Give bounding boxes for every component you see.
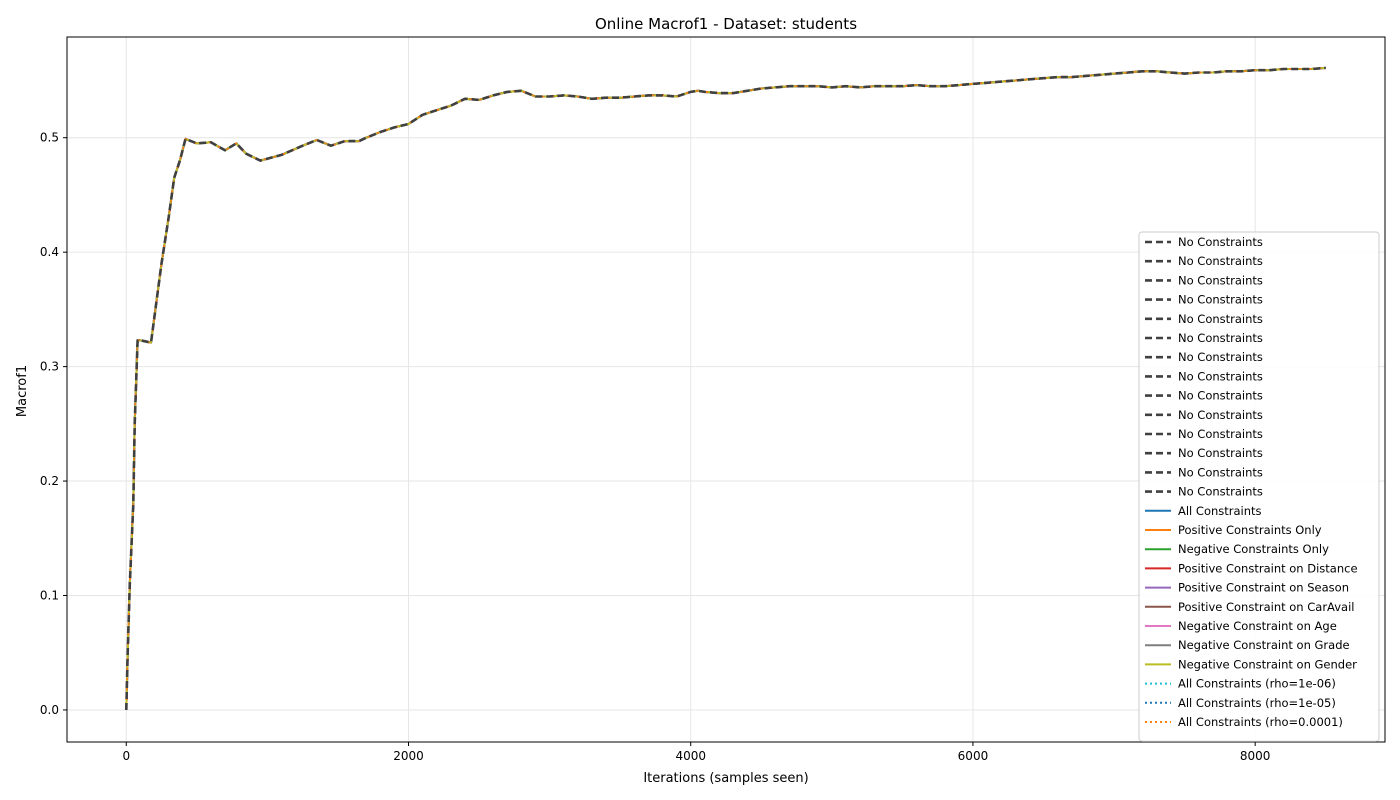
legend-label: Negative Constraints Only — [1178, 542, 1329, 556]
x-tick-label: 0 — [122, 749, 130, 763]
series-line — [125, 66, 1326, 711]
legend-label: All Constraints (rho=0.0001) — [1178, 715, 1343, 729]
legend-label: No Constraints — [1178, 254, 1263, 268]
plot-frame — [66, 36, 1386, 743]
axis-ticks: 0 2000 4000 6000 8000 0.0 0.1 0.2 0.3 0.4 0.5 — [40, 131, 1271, 763]
legend-label: No Constraints — [1178, 331, 1263, 345]
legend-label: Positive Constraint on Season — [1178, 581, 1349, 595]
legend-label: No Constraints — [1178, 408, 1263, 422]
y-tick-label: 0.0 — [40, 703, 59, 717]
legend-label: Positive Constraint on CarAvail — [1178, 600, 1355, 614]
legend-label: No Constraints — [1178, 427, 1263, 441]
chart-title: Online Macrof1 - Dataset: students — [595, 15, 857, 33]
legend-label: No Constraints — [1178, 273, 1263, 287]
y-tick-label: 0.2 — [40, 474, 59, 488]
legend-label: Negative Constraint on Age — [1178, 619, 1337, 633]
legend-label: No Constraints — [1178, 465, 1263, 479]
legend-label: No Constraints — [1178, 293, 1263, 307]
x-tick-label: 4000 — [675, 749, 706, 763]
legend-label: Positive Constraints Only — [1178, 523, 1322, 537]
legend-label: No Constraints — [1178, 350, 1263, 364]
legend-label: No Constraints — [1178, 235, 1263, 249]
legend-label: Negative Constraint on Gender — [1178, 657, 1357, 671]
legend-label: Positive Constraint on Distance — [1178, 561, 1358, 575]
legend-label: Negative Constraint on Grade — [1178, 638, 1350, 652]
x-tick-label: 6000 — [958, 749, 989, 763]
legend-label: No Constraints — [1178, 485, 1263, 499]
series-lines — [125, 66, 1326, 711]
x-tick-label: 2000 — [393, 749, 424, 763]
y-axis-label: Macrof1 — [15, 365, 30, 417]
y-tick-label: 0.1 — [40, 589, 59, 603]
legend-label: No Constraints — [1178, 389, 1263, 403]
y-tick-label: 0.3 — [40, 360, 59, 374]
legend: No Constraints No Constraints No Constrain… — [1138, 231, 1380, 742]
legend-label: All Constraints (rho=1e-06) — [1178, 677, 1336, 691]
legend-label: All Constraints (rho=1e-05) — [1178, 696, 1336, 710]
legend-label: No Constraints — [1178, 312, 1263, 326]
x-axis-label: Iterations (samples seen) — [643, 771, 808, 786]
legend-box — [1138, 231, 1380, 742]
legend-label: All Constraints — [1178, 504, 1262, 518]
legend-label: No Constraints — [1178, 369, 1263, 383]
y-tick-label: 0.4 — [40, 245, 59, 259]
y-tick-label: 0.5 — [40, 131, 59, 145]
x-tick-label: 8000 — [1240, 749, 1271, 763]
legend-label: No Constraints — [1178, 446, 1263, 460]
